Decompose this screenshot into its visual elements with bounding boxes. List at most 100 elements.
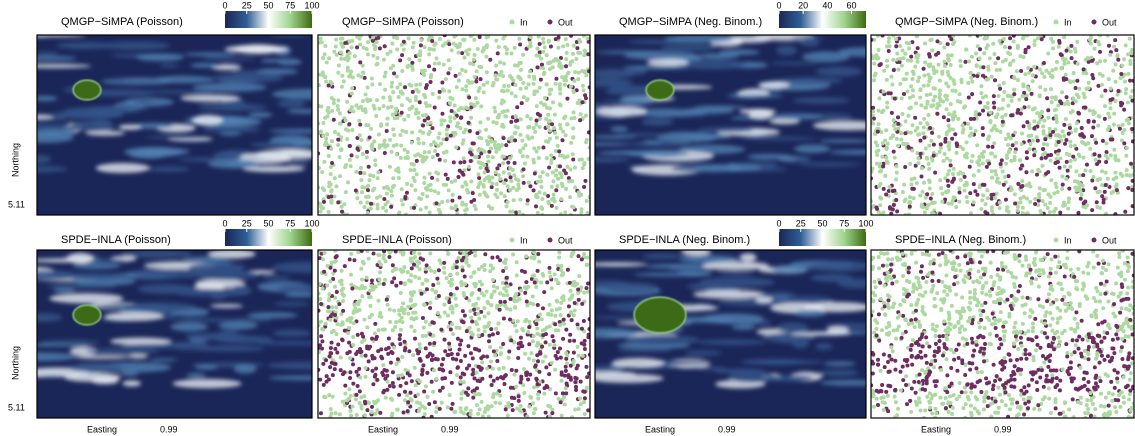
point [385,387,390,392]
point [554,205,559,210]
intensity-streak [701,261,770,271]
point [521,95,526,100]
point [414,158,419,163]
point [1000,115,1005,120]
point [576,77,581,82]
point [399,305,404,310]
point [913,390,918,395]
point [999,399,1004,404]
point [1113,314,1118,319]
point [886,91,891,96]
point [577,274,582,279]
point [1003,197,1008,202]
intensity-streak [660,43,717,52]
panel: SPDE−INLA (Poisson)0 25 50 75 100Northing5.1… [8,218,320,434]
point [1048,271,1053,276]
point [398,155,403,160]
point [938,40,943,45]
point [474,370,479,375]
point [466,386,471,391]
point [897,60,902,65]
point [1064,342,1069,347]
point [443,349,448,354]
point [900,189,905,194]
point [526,284,531,289]
point [432,341,437,346]
point [528,40,533,45]
point [427,103,432,108]
point [472,376,477,381]
point [349,316,354,321]
point [1062,274,1067,279]
point [531,250,536,254]
point [946,144,951,149]
point [390,397,395,402]
point [486,414,491,418]
point [1044,310,1049,315]
point [875,143,880,148]
point [907,106,912,111]
panel-title: SPDE−INLA (Neg. Binom.) [619,234,750,246]
point [423,113,428,118]
point [544,139,549,144]
point [363,92,368,97]
point [412,168,417,173]
point [423,278,428,283]
point [348,356,353,361]
point [473,96,478,101]
point [1060,174,1065,179]
point [1024,156,1029,161]
point [365,344,370,349]
point [1020,205,1025,210]
point [982,149,987,154]
point [412,254,417,259]
point [1079,192,1084,197]
point [561,317,566,322]
intensity-streak [798,162,861,167]
point [328,414,333,418]
point [441,356,446,361]
point [1058,156,1063,161]
point [445,405,450,410]
point [966,122,971,127]
intensity-streak [693,290,768,299]
point [1113,170,1118,175]
point [1073,127,1078,132]
point [435,276,440,281]
point [1030,138,1035,143]
point [926,161,931,166]
point [482,262,487,267]
point [893,127,898,132]
point [581,318,586,323]
point [523,351,528,356]
point [402,147,407,152]
point [1009,271,1014,276]
point [535,303,540,308]
point [904,40,909,45]
point [500,280,505,285]
intensity-streak [136,53,184,62]
point [982,51,987,56]
point [455,352,460,357]
point [489,138,494,143]
point [957,190,962,195]
point [398,82,403,87]
point [342,56,347,61]
point [1094,285,1099,290]
point [328,309,333,314]
panel-area [318,35,590,215]
point [382,250,387,254]
point [340,322,345,327]
point [498,299,503,304]
point [343,118,348,123]
point [319,129,324,134]
point [435,357,440,362]
intensity-streak [37,312,63,322]
point [479,282,484,287]
point [460,200,465,205]
point [556,45,561,50]
point [1008,136,1013,141]
point [579,207,584,212]
point [522,270,527,275]
point [477,279,482,284]
